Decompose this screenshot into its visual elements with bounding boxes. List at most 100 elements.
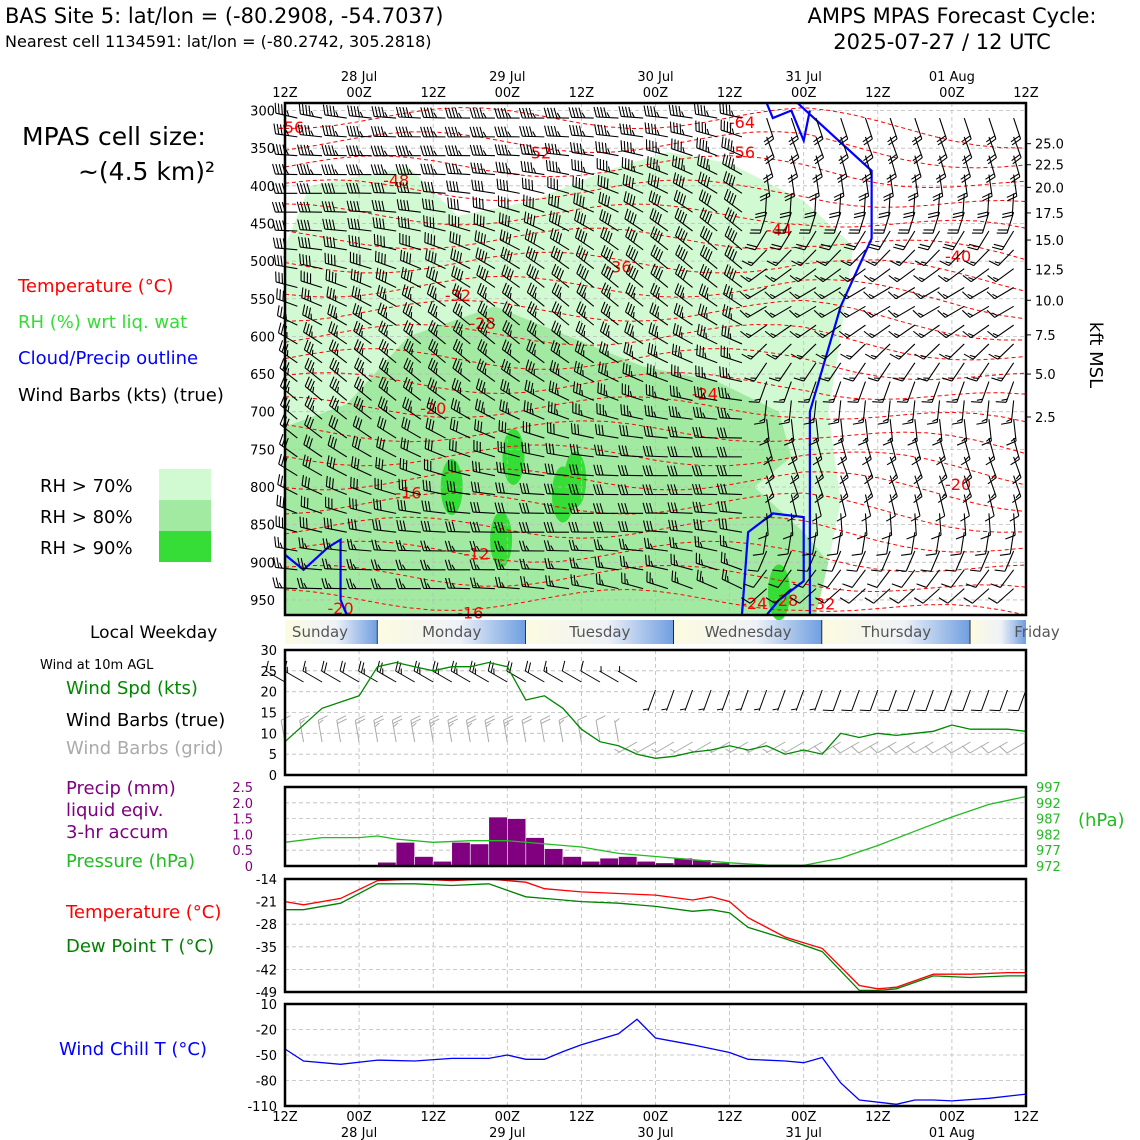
barb-feather [458, 112, 462, 119]
barb-feather [551, 143, 555, 155]
barb-feather [727, 373, 731, 380]
barb-feather [427, 233, 429, 244]
barb-feather [697, 104, 700, 115]
barb-feather [359, 380, 365, 391]
barb-staff [278, 463, 298, 477]
barb-feather [466, 715, 476, 721]
barb-feather [301, 287, 304, 298]
top-time-label: 12Z [569, 86, 595, 101]
barb-feather [599, 321, 605, 332]
barb-feather [818, 474, 823, 480]
barb-feather [581, 286, 587, 297]
wind-barb [642, 445, 668, 458]
wind-barb [962, 456, 973, 485]
barb-feather [397, 662, 402, 673]
barb-staff [617, 670, 638, 683]
windchill-tick-label: -110 [247, 1100, 277, 1115]
wind-barb [470, 162, 495, 176]
barb-feather [881, 534, 892, 540]
wind-barb [475, 378, 496, 401]
wind-barb [599, 666, 619, 683]
barb-feather [772, 569, 783, 572]
barb-feather [472, 196, 475, 207]
barb-feather [432, 287, 437, 298]
barb-feather [729, 211, 735, 222]
barb-feather [406, 420, 411, 431]
barb-feather [557, 197, 560, 208]
barb-feather [657, 232, 663, 243]
barb-feather [844, 332, 851, 337]
barb-staff [625, 236, 644, 251]
barb-feather [603, 177, 606, 188]
barb-feather [456, 401, 460, 412]
barb-feather [895, 354, 902, 358]
barb-staff [783, 381, 792, 403]
barb-feather [937, 309, 946, 318]
barb-feather [649, 446, 653, 457]
barb-feather [519, 126, 523, 137]
barb-feather [962, 138, 972, 146]
barb-staff [432, 670, 452, 683]
wind-barb [625, 282, 644, 307]
wind-barb [964, 249, 990, 267]
barb-staff [962, 193, 965, 216]
barb-staff [937, 193, 941, 216]
barb-feather [435, 368, 438, 375]
barb-feather [674, 283, 680, 294]
barb-staff [870, 286, 891, 300]
barb-staff [276, 298, 298, 307]
barb-feather [787, 173, 797, 180]
barb-staff [698, 293, 718, 307]
barb-feather [324, 201, 329, 212]
barb-feather [433, 150, 438, 156]
barb-feather [918, 293, 924, 298]
barb-feather [598, 424, 601, 435]
barb-feather [507, 131, 512, 138]
barb-staff [988, 155, 996, 177]
barb-feather [572, 464, 576, 475]
wind-barb [668, 405, 693, 420]
barb-feather [673, 302, 678, 314]
barb-feather [858, 192, 869, 198]
wind-barb [643, 520, 668, 533]
barb-feather [762, 748, 769, 753]
barb-feather [453, 267, 458, 278]
barb-staff [596, 583, 619, 590]
barb-staff [523, 431, 545, 439]
barb-feather [526, 212, 530, 224]
barb-staff [547, 169, 570, 176]
barb-feather [945, 569, 956, 572]
barb-feather [299, 719, 306, 724]
wind-barb [403, 320, 422, 345]
wind-barb [545, 442, 570, 458]
barb-feather [476, 126, 481, 137]
barb-staff [472, 587, 495, 590]
wind-barb [813, 286, 842, 300]
wind-barb [450, 248, 471, 270]
barb-feather [553, 322, 559, 333]
barb-feather [580, 231, 585, 242]
wind-barb [298, 103, 323, 119]
barb-feather [677, 285, 682, 296]
barb-feather [699, 244, 705, 255]
barb-feather [554, 213, 558, 225]
barb-feather [627, 303, 633, 315]
wind-barb [813, 117, 824, 146]
wind-barb [717, 500, 743, 514]
barb-feather [962, 496, 972, 504]
barb-feather [942, 246, 953, 251]
precip-tick-label: 0.5 [232, 844, 253, 859]
barb-feather [682, 269, 688, 281]
wind-barb [966, 362, 990, 382]
wind-barb [878, 689, 897, 712]
weekday-label-1: Monday [422, 623, 481, 641]
barb-staff [400, 259, 422, 270]
barb-feather [843, 377, 854, 382]
barb-staff [766, 475, 775, 497]
barb-feather [398, 145, 403, 156]
barb-staff [956, 381, 965, 403]
barb-staff [858, 212, 866, 234]
wind-barb [674, 263, 693, 288]
wind-barb [373, 233, 397, 251]
wind-barb [574, 227, 595, 251]
